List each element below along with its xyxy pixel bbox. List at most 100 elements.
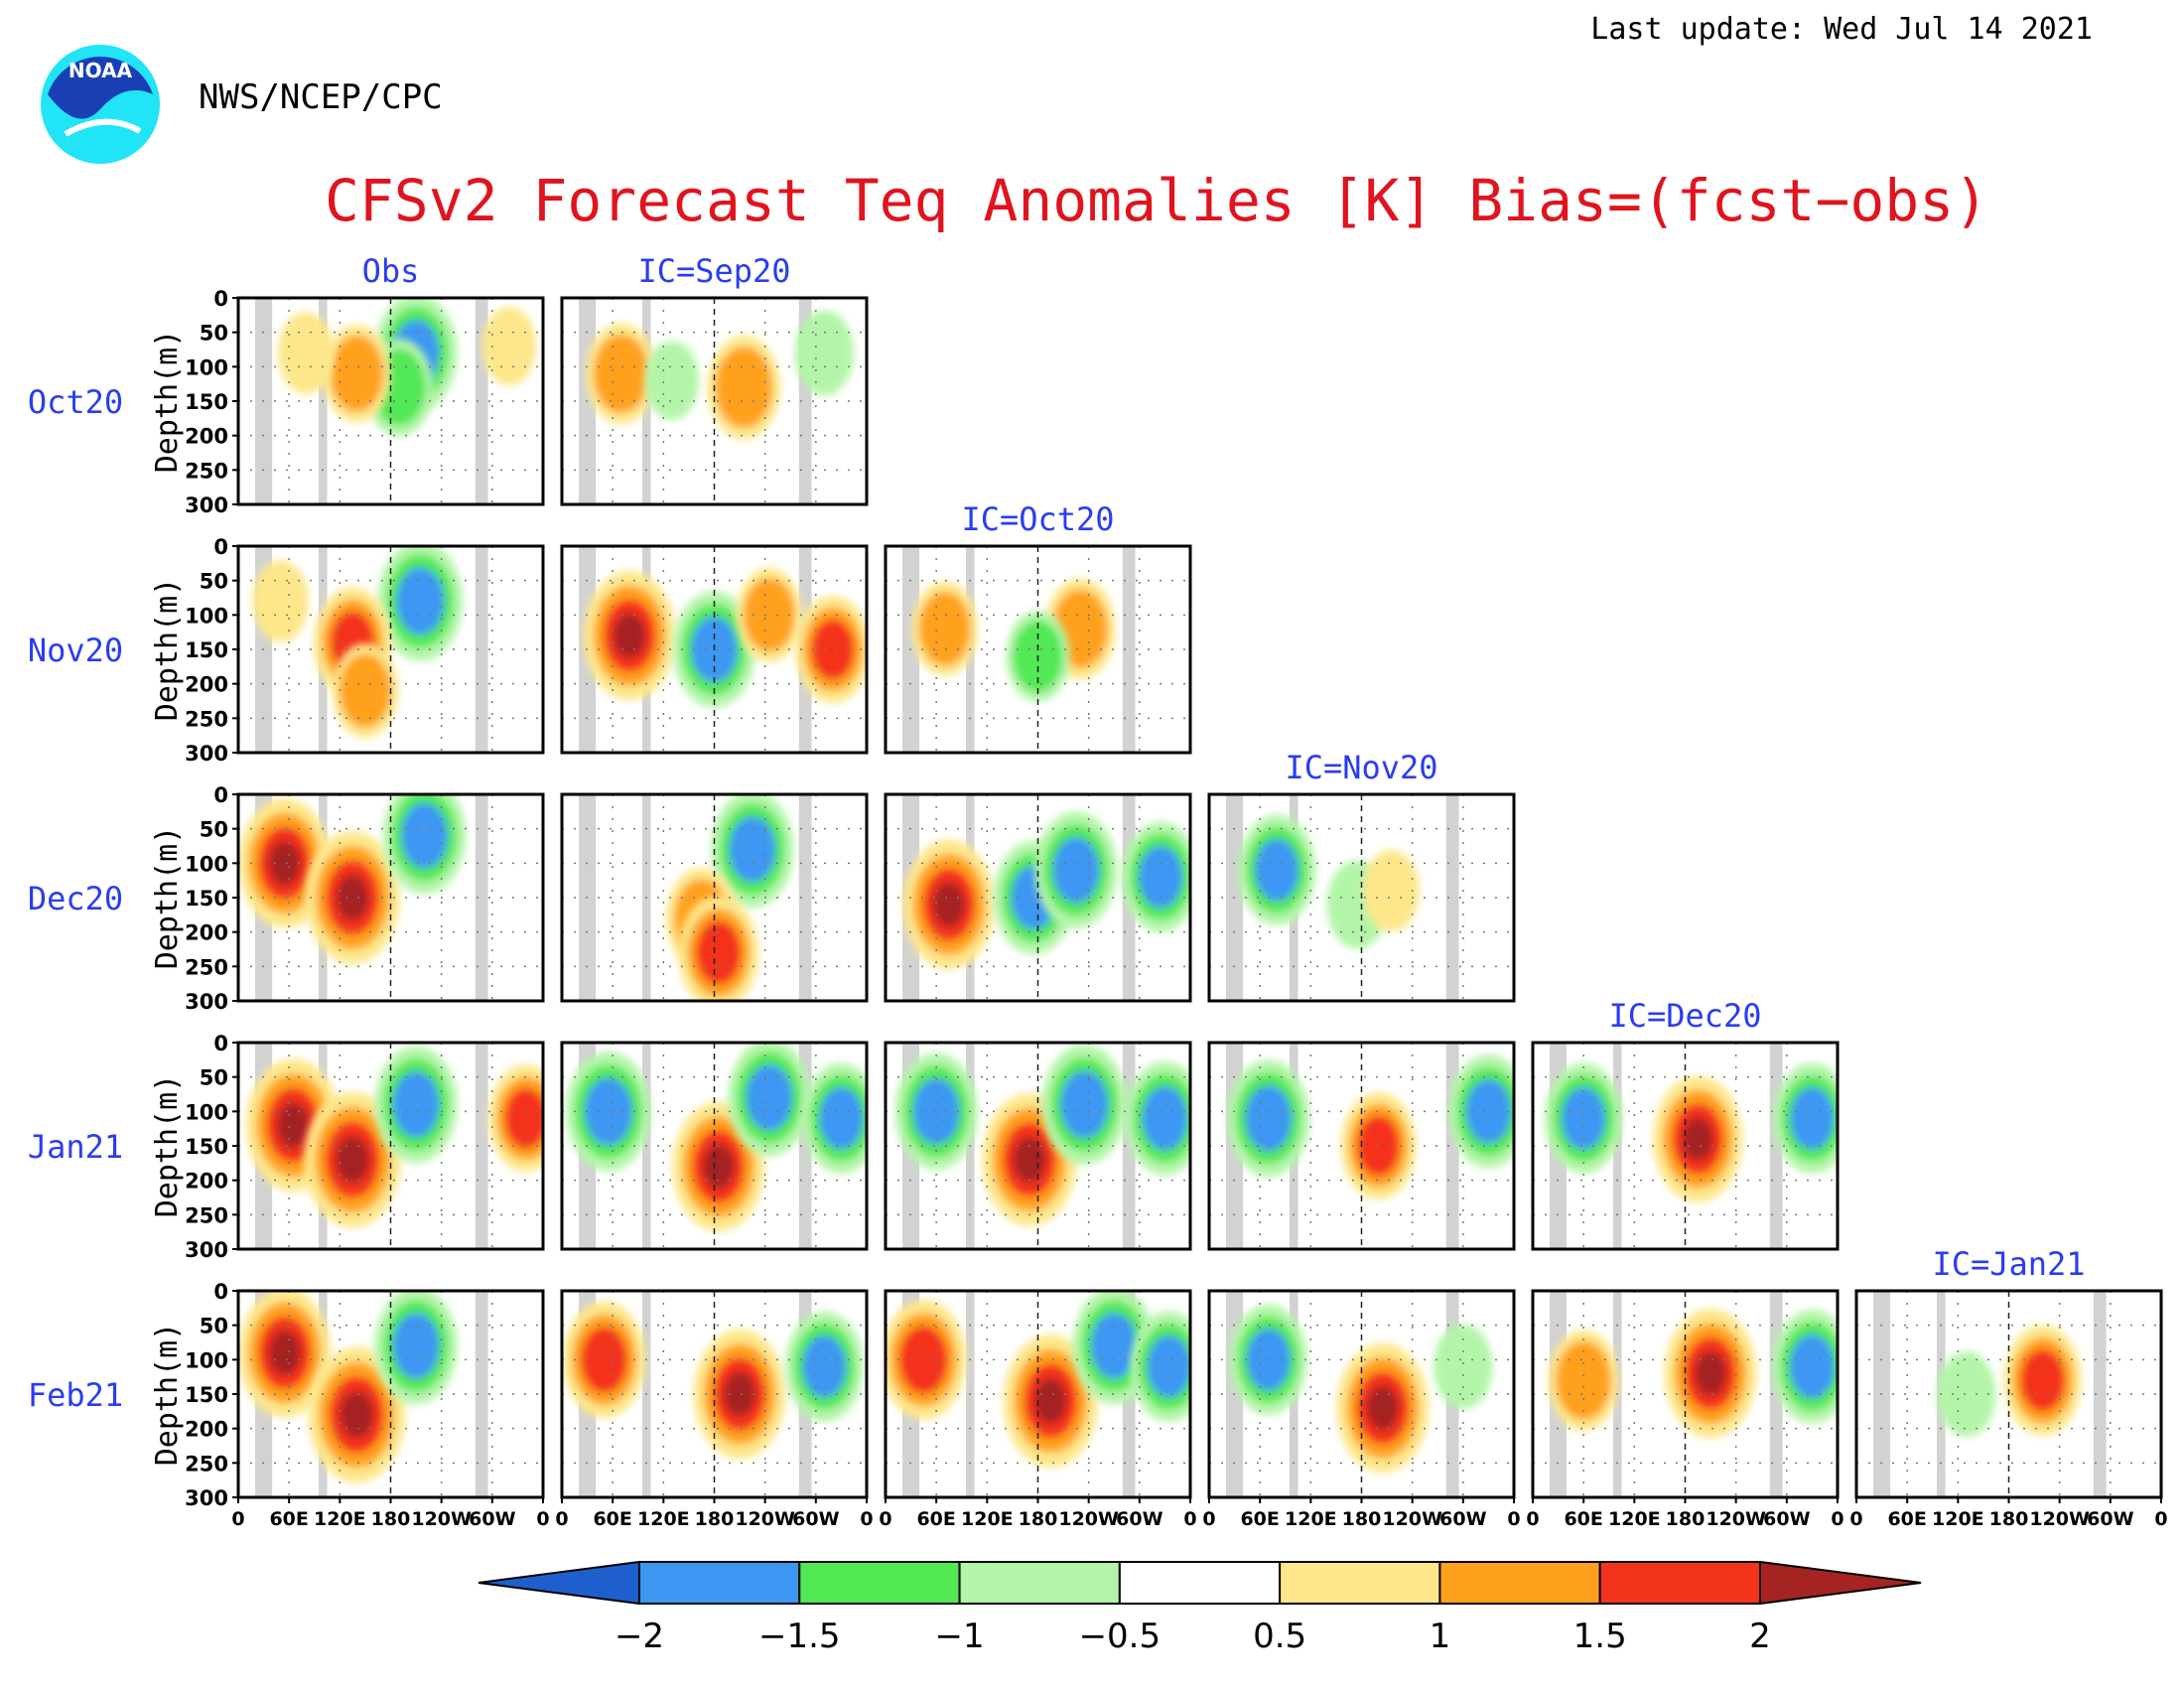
land-mask-band (1122, 546, 1136, 753)
colorbar-tick-label: 2 (1749, 1617, 1771, 1656)
anomaly-blob (1548, 1330, 1619, 1431)
row-label: Feb21 (28, 1376, 123, 1414)
anomaly-contour (933, 882, 965, 927)
colorbar-tick-label: 1 (1430, 1617, 1451, 1656)
x-tick-label: 180 (695, 1508, 735, 1530)
anomaly-blob (1227, 1059, 1310, 1178)
anomaly-blob (802, 1062, 867, 1174)
anomaly-blob (481, 306, 537, 386)
column-header: Obs (362, 252, 420, 290)
anomaly-blob (711, 794, 794, 909)
land-mask-band (1445, 794, 1459, 1001)
anomaly-contour (401, 802, 448, 869)
row-label: Jan21 (28, 1128, 123, 1166)
y-tick-label: 50 (200, 1066, 228, 1090)
anomaly-contour (277, 312, 335, 394)
panel: 0 50 100 150 200 250 300 (185, 287, 545, 517)
y-tick-label: 50 (200, 570, 228, 594)
y-tick-label: 200 (185, 1170, 228, 1194)
colorbar-tick-label: −1.5 (758, 1617, 841, 1656)
panel-field (238, 1291, 543, 1497)
colorbar-bin (958, 1561, 1121, 1605)
anomaly-blob (2003, 1325, 2082, 1436)
anomaly-blob (487, 1064, 543, 1173)
x-tick-label: 180 (1666, 1508, 1706, 1530)
anomaly-blob (911, 581, 978, 676)
y-tick-label: 0 (213, 535, 228, 559)
panel-field (1209, 1043, 1514, 1249)
anomaly-blob (383, 794, 467, 895)
anomaly-contour (1090, 1313, 1138, 1379)
panel-field (562, 794, 867, 1001)
anomaly-blob (736, 567, 803, 662)
anomaly-blob (1544, 1062, 1623, 1174)
chart-title: CFSv2 Forecast Teq Anomalies [K] Bias=(f… (324, 167, 1989, 234)
colorbar: −2 −1.5 −1 −0.5 0.5 1 1.5 2 (478, 1560, 1922, 1656)
anomaly-contour (1433, 1324, 1493, 1410)
x-tick-label: 120E (961, 1508, 1014, 1530)
y-tick-label: 250 (185, 1203, 228, 1227)
panel-field (238, 298, 543, 504)
anomaly-contour (715, 347, 773, 429)
anomaly-blob (374, 1046, 458, 1164)
x-tick-label: 60W (1439, 1508, 1486, 1530)
anomaly-contour (1362, 849, 1420, 932)
colorbar-bin (1598, 1561, 1761, 1605)
panel (1207, 1041, 1516, 1251)
row-label: Nov20 (28, 632, 123, 669)
y-tick-label: 200 (185, 921, 228, 945)
panel (560, 296, 869, 506)
anomaly-blob (238, 1291, 332, 1418)
panel-frame (1207, 792, 1516, 1003)
y-tick-label: 300 (185, 742, 228, 766)
anomaly-contour (1367, 1385, 1399, 1431)
y-tick-label: 0 (213, 783, 228, 807)
anomaly-blob (1034, 811, 1118, 929)
panel-field (562, 546, 867, 753)
panel-frame (884, 544, 1192, 755)
panel-field (562, 298, 867, 504)
anomaly-contour (336, 1136, 369, 1184)
panel: 0 50 100 150 200 250 300 (185, 535, 545, 766)
x-tick-label: 120W (1706, 1508, 1766, 1530)
x-tick-label: 60W (2087, 1508, 2133, 1530)
anomaly-contour (1147, 1336, 1190, 1398)
panel (884, 1041, 1192, 1251)
anomaly-blob (322, 325, 391, 423)
x-tick-label: 120W (1382, 1508, 1442, 1530)
column-header: IC=Jan21 (1932, 1245, 2085, 1283)
anomaly-blob (1041, 1045, 1128, 1165)
panel (1207, 792, 1516, 1003)
anomaly-blob (1003, 1335, 1098, 1468)
x-tick-label: 0 (1507, 1508, 1520, 1530)
anomaly-blob (1121, 821, 1190, 932)
colorbar-bin (798, 1561, 961, 1605)
panel-field (238, 794, 543, 1001)
x-tick-label: 120E (314, 1508, 366, 1530)
y-tick-label: 100 (185, 604, 228, 628)
panel-frame (1531, 1041, 1840, 1251)
land-mask-band (475, 794, 488, 1001)
colorbar-bin (1438, 1561, 1601, 1605)
panel-field (886, 1043, 1190, 1249)
anomaly-blob (305, 831, 400, 964)
anomaly-contour (1789, 1335, 1836, 1399)
anomaly-contour (1246, 1329, 1291, 1391)
column-header: IC=Sep20 (637, 252, 790, 290)
y-tick-label: 250 (185, 1452, 228, 1476)
y-tick-label: 150 (185, 390, 228, 414)
panel-frame (560, 1041, 869, 1251)
anomaly-contour (392, 1313, 440, 1379)
anomaly-contour (2020, 1348, 2065, 1412)
y-tick-label: 300 (185, 990, 228, 1014)
anomaly-blob (563, 1301, 646, 1419)
panel: 0 50 100 150 200 250 300 (185, 1032, 545, 1262)
anomaly-contour (1790, 1087, 1835, 1150)
anomaly-blob (794, 596, 867, 703)
agency-label: NWS/NCEP/CPC (199, 77, 443, 117)
land-mask-band (2093, 1291, 2107, 1497)
